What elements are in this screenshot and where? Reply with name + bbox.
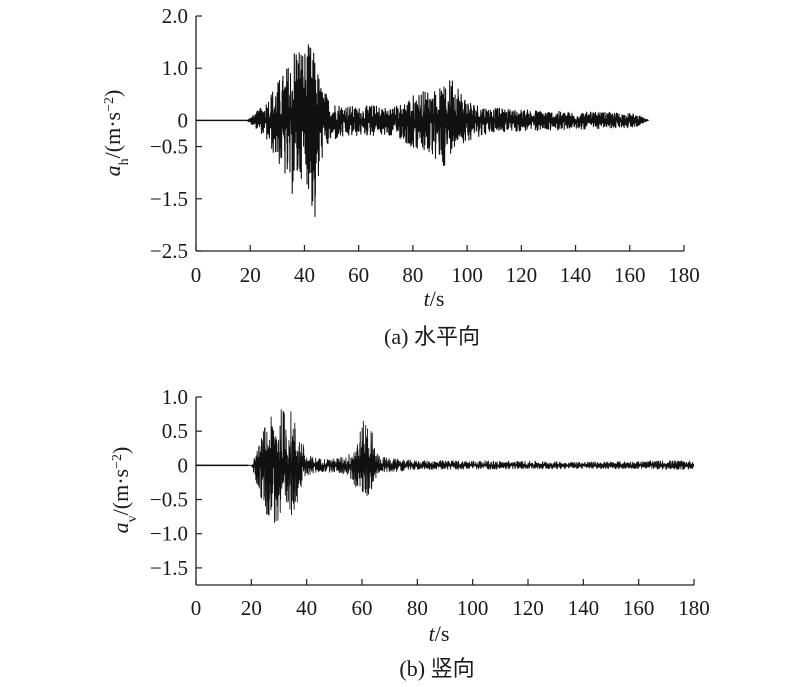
x-tick-label: 180 (668, 263, 700, 287)
x-tick-label: 80 (407, 596, 428, 620)
y-tick-label: 0 (178, 453, 189, 477)
x-tick-label: 120 (506, 263, 538, 287)
x-tick-label: 140 (568, 596, 600, 620)
y-tick-label: 0.5 (162, 419, 188, 443)
x-tick-label: 40 (296, 596, 317, 620)
x-tick-label: 20 (240, 263, 261, 287)
x-tick-label: 160 (623, 596, 655, 620)
x-tick-label: 40 (294, 263, 315, 287)
y-tick-label: 1.0 (162, 56, 188, 80)
x-tick-label: 120 (512, 596, 544, 620)
x-tick-label: 0 (191, 263, 202, 287)
x-tick-label: 0 (191, 596, 202, 620)
y-tick-label: −2.5 (150, 239, 188, 263)
panel-caption: (a) 水平向 (384, 324, 480, 349)
acceleration-trace (195, 44, 649, 218)
y-axis-title: ah/(m·s−2) (100, 90, 132, 177)
x-tick-label: 100 (451, 263, 483, 287)
x-tick-label: 100 (457, 596, 489, 620)
x-tick-label: 80 (402, 263, 423, 287)
x-tick-label: 140 (560, 263, 592, 287)
panel-caption: (b) 竖向 (399, 656, 474, 681)
y-tick-label: −1.0 (150, 522, 188, 546)
y-tick-label: 2.0 (162, 4, 188, 28)
x-tick-label: 180 (678, 596, 710, 620)
y-tick-label: −1.5 (150, 187, 188, 211)
chart-panel-a: 0 20 40 60 80 100 120 140 160 180 −2.5 −1.5 −0.5 0 1.0… (100, 4, 700, 349)
y-tick-label: −0.5 (150, 488, 188, 512)
y-tick-label: 0 (178, 108, 189, 132)
acceleration-trace (195, 409, 695, 523)
x-tick-label: 20 (241, 596, 262, 620)
chart-panel-b: 0 20 40 60 80 100 120 140 160 180 −1.5 −1.0 −0.5 0 0.5… (108, 385, 710, 681)
x-tick-label: 60 (352, 596, 373, 620)
y-tick-label: −0.5 (150, 135, 188, 159)
x-tick-label: 160 (614, 263, 646, 287)
y-tick-label: 1.0 (162, 385, 188, 409)
x-tick-label: 60 (348, 263, 369, 287)
y-tick-label: −1.5 (150, 556, 188, 580)
x-axis-title: t/s (429, 621, 450, 646)
x-axis-title: t/s (424, 286, 445, 311)
y-axis-title: av/(m·s−2) (108, 447, 140, 534)
